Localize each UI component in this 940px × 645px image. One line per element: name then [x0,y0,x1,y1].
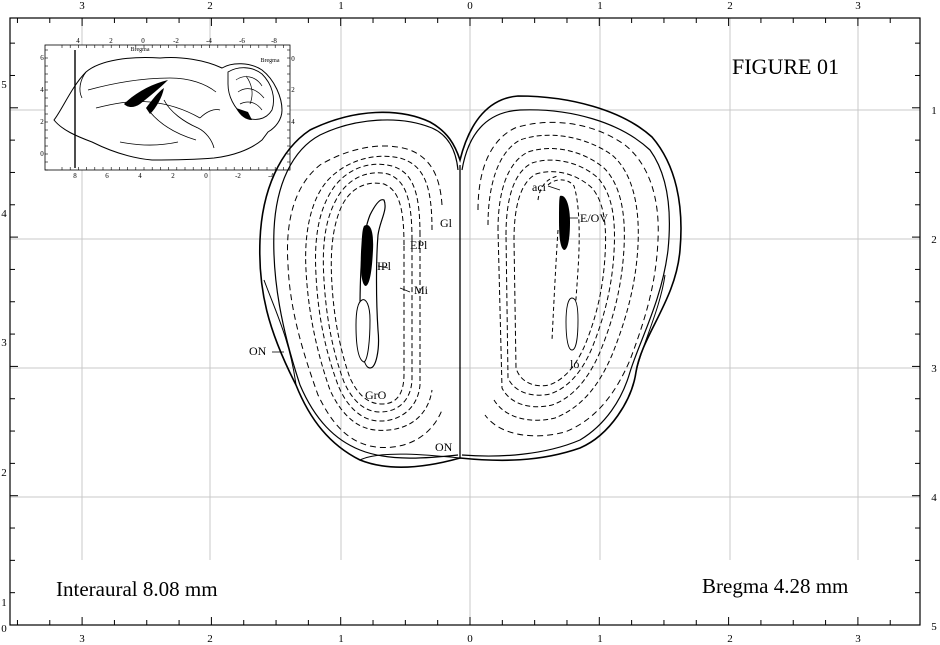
bottom-tick-label: 2 [727,633,733,645]
bottom-tick-label: 1 [597,633,603,645]
axis-ticks [10,18,920,626]
top-tick-label: 2 [727,0,733,12]
svg-text:8: 8 [73,172,77,180]
interaural-label: Interaural 8.08 mm [56,577,218,601]
inset-bregma-right: Bregma [261,58,280,64]
label-ipl: IPl [377,259,392,273]
svg-text:-6: -6 [239,37,245,45]
left-tick-label: 2 [1,467,7,479]
top-tick-label: 1 [597,0,603,12]
bregma-label: Bregma 4.28 mm [702,574,849,598]
right-tick-label: 2 [931,234,937,246]
inset-bregma-top: Bregma [131,47,150,53]
bottom-tick-label: 0 [467,633,473,645]
svg-text:0: 0 [204,172,208,180]
label-lo: lo [570,357,580,371]
top-tick-label: 2 [207,0,213,12]
plate-frame [9,17,921,626]
bottom-axis-labels: 3 2 1 0 1 2 3 [79,633,861,645]
sagittal-inset: 4 2 0 -2 -4 -6 -8 8 6 4 2 0 -2 -4 6 4 2 … [40,37,295,180]
right-tick-label: 4 [931,492,937,504]
left-tick-label: 4 [1,208,7,220]
top-axis-labels: 3 2 1 0 1 2 3 [79,0,861,12]
svg-text:4: 4 [40,86,44,94]
figure-title: FIGURE 01 [732,54,839,79]
svg-text:2: 2 [109,37,113,45]
svg-text:6: 6 [40,54,44,62]
label-gro: GrO [365,388,387,402]
label-epl: EPl [410,238,428,252]
left-ventricle-fill [360,225,374,286]
svg-text:4: 4 [138,172,142,180]
left-tick-label: 1 [1,597,7,609]
top-tick-label: 0 [467,0,473,12]
bottom-tick-label: 1 [338,633,344,645]
svg-text:-4: -4 [268,172,274,180]
label-gl: Gl [440,216,452,230]
top-tick-label: 1 [338,0,344,12]
left-tick-label: 5 [1,79,7,91]
svg-text:2: 2 [40,118,44,126]
label-on-side: ON [249,344,267,358]
right-axis-labels: 1 2 3 4 5 [931,105,937,633]
svg-text:0: 0 [291,55,295,63]
left-tick-label: 3 [1,337,7,349]
svg-text:0: 0 [40,150,44,158]
svg-text:4: 4 [291,118,295,126]
svg-text:0: 0 [141,37,145,45]
right-tick-label: 3 [931,363,937,375]
label-leaders [272,185,578,353]
label-on-bottom: ON [435,440,453,454]
svg-text:-2: -2 [173,37,179,45]
bottom-tick-label: 3 [855,633,861,645]
bottom-tick-label: 2 [207,633,213,645]
right-tick-label: 1 [931,105,937,117]
label-mi: Mi [414,283,429,297]
svg-text:-4: -4 [206,37,212,45]
svg-text:2: 2 [291,86,295,94]
left-tick-label: 0 [1,623,7,635]
top-tick-label: 3 [855,0,861,12]
svg-text:2: 2 [171,172,175,180]
svg-text:-2: -2 [235,172,241,180]
label-eov: E/OV [580,211,608,225]
top-tick-label: 3 [79,0,85,12]
right-tick-label: 5 [931,621,937,633]
svg-text:6: 6 [105,172,109,180]
label-aci: aci [532,180,546,194]
bottom-tick-label: 3 [79,633,85,645]
right-ventricle-fill [559,195,570,250]
left-axis-labels: 5 4 3 2 1 0 [1,79,7,635]
svg-text:4: 4 [76,37,80,45]
svg-text:-8: -8 [271,37,277,45]
